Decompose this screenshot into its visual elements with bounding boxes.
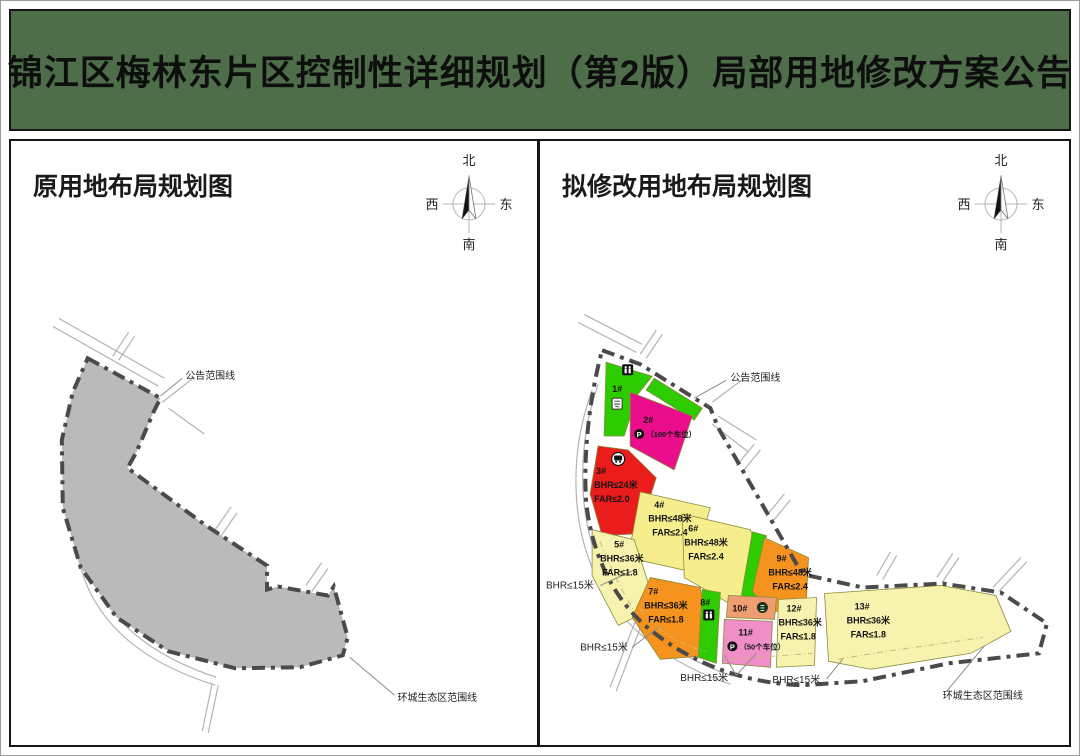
plot-2-region (629, 391, 693, 471)
label-leader-lines (160, 377, 395, 696)
plot-8-region (697, 589, 721, 664)
green-strip-north (645, 377, 703, 421)
plot-6-bhr: BHR≤48米 (684, 537, 729, 548)
plot-5-id: 5# (614, 540, 624, 550)
plot-4-bhr: BHR≤48米 (648, 513, 693, 524)
compass-rose: 北 南 西 东 (425, 153, 512, 252)
bus-station-icon (611, 451, 626, 467)
plot-12-far: FAR≤1.8 (780, 631, 815, 641)
plot-13-region (824, 585, 1012, 670)
compass-east-label: 东 (1031, 197, 1044, 212)
compass-needle-dark (993, 175, 1002, 220)
compass-east-label: 东 (499, 197, 512, 212)
bhr15-label-west: BHR≤15米 (546, 579, 594, 592)
plot-5-far: FAR≤1.8 (602, 568, 637, 578)
plot-3-id: 3# (596, 466, 606, 476)
right-panel-heading: 拟修改用地布局规划图 (562, 173, 813, 201)
plot-12-id: 12# (786, 603, 801, 613)
plot-10-region (725, 595, 777, 620)
panel-proposed-plan: 拟修改用地布局规划图 北 南 西 东 (540, 141, 1069, 745)
restroom-icon (703, 609, 715, 621)
label-leader-lines (599, 379, 986, 692)
plot-7-region (631, 577, 713, 660)
bhr15-label-southwest: BHR≤15米 (580, 640, 628, 653)
title-bar: 锦江区梅林东片区控制性详细规划（第2版）局部用地修改方案公告 (7, 9, 1073, 131)
compass-needle-light (1000, 175, 1009, 220)
plot-12-region (776, 597, 817, 668)
plot-9-far: FAR≤2.4 (772, 582, 807, 592)
plot-11-region (721, 619, 773, 668)
proposed-plan-map: 公告范围线 BHR≤15米 BHR≤15米 BHR≤15米 BHR≤15米 环城… (546, 313, 1050, 702)
plot-7-far: FAR≤1.8 (648, 614, 683, 624)
plot-10-id: 10# (732, 603, 747, 613)
compass-south-label: 南 (462, 237, 475, 252)
bhr15-label-south: BHR≤15米 (680, 671, 728, 684)
map-panels: 原用地布局规划图 北 南 西 东 (9, 139, 1071, 747)
plot-11-parking: （50个车位） (739, 641, 785, 651)
plot-2-parking: （100个车位） (646, 429, 696, 439)
compass-north-label: 北 (462, 153, 475, 168)
compass-west-label: 西 (425, 197, 438, 212)
left-panel-heading: 原用地布局规划图 (33, 173, 234, 201)
plot-11-id: 11# (738, 627, 753, 637)
plot-1-id: 1# (612, 384, 622, 394)
plot-3-far: FAR≤2.0 (594, 494, 629, 504)
eco-boundary-label: 环城生态区范围线 (943, 689, 1023, 702)
svg-text:P: P (730, 643, 735, 652)
plot-8-id: 8# (700, 597, 710, 607)
compass-needle-light (468, 175, 477, 220)
plot-4-id: 4# (654, 500, 664, 510)
announce-boundary-label: 公告范围线 (730, 371, 780, 384)
plot-6-far: FAR≤2.4 (688, 552, 723, 562)
plot-2-id: 2# (643, 415, 653, 425)
plot-7-bhr: BHR≤36米 (644, 599, 689, 610)
height-strip-hatching (599, 541, 983, 660)
compass-south-label: 南 (994, 237, 1007, 252)
parking-icon: P (634, 429, 645, 439)
compass-west-label: 西 (957, 197, 970, 212)
plot-3-bhr: BHR≤24米 (594, 479, 639, 490)
plot-13-id: 13# (855, 601, 870, 611)
original-area-region (61, 358, 348, 669)
panel-original-plan: 原用地布局规划图 北 南 西 东 (11, 141, 540, 745)
eco-boundary-label: 环城生态区范围线 (398, 691, 478, 704)
svg-text:P: P (637, 430, 642, 439)
announce-boundary-line (583, 347, 1050, 688)
page-title: 锦江区梅林东片区控制性详细规划（第2版）局部用地修改方案公告 (7, 53, 1073, 93)
badge-icon (611, 397, 623, 410)
parking-icon: P (727, 641, 738, 652)
plot-5-bhr: BHR≤36米 (600, 553, 645, 564)
plot-7-id: 7# (648, 587, 658, 597)
plot-9-bhr: BHR≤48米 (768, 567, 813, 578)
plot-6-id: 6# (688, 524, 698, 534)
original-plan-map: 公告范围线 环城生态区范围线 (52, 317, 478, 734)
compass-north-label: 北 (994, 153, 1007, 168)
compass-needle-dark (461, 175, 470, 220)
plot-12-bhr: BHR≤36米 (778, 616, 823, 627)
restroom-icon (622, 364, 634, 376)
announce-boundary-label: 公告范围线 (185, 369, 235, 382)
bhr15-label-southeast: BHR≤15米 (772, 673, 820, 686)
compass-rose: 北 南 西 东 (957, 153, 1044, 252)
plot-13-bhr: BHR≤36米 (847, 614, 892, 625)
plot-9-id: 9# (776, 554, 786, 564)
plot-13-far: FAR≤1.8 (851, 629, 886, 639)
plot-4-far: FAR≤2.4 (652, 528, 687, 538)
utility-icon (756, 601, 768, 613)
announce-boundary-line (59, 355, 350, 671)
